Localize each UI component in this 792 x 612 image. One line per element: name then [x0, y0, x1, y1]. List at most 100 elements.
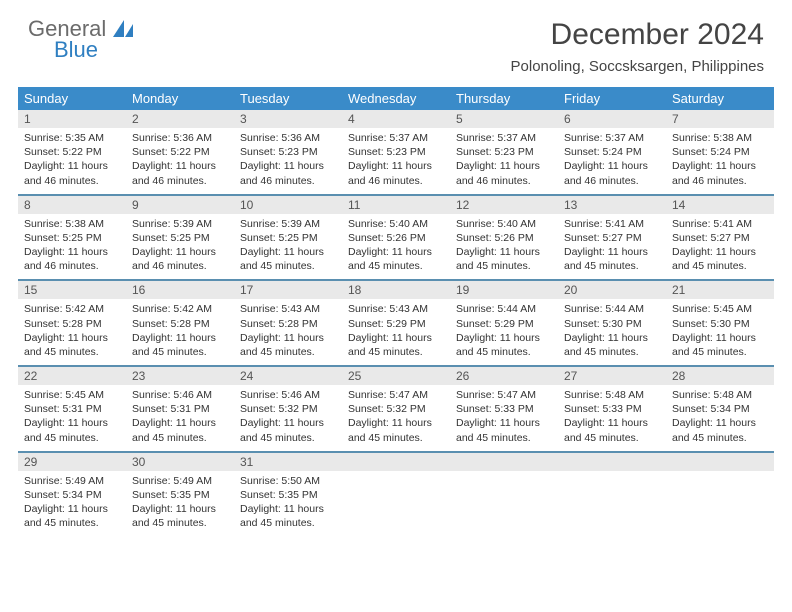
daylight-line: Daylight: 11 hours and 45 minutes.: [456, 245, 552, 273]
sunset-line: Sunset: 5:29 PM: [348, 317, 444, 331]
day-number: 25: [342, 367, 450, 385]
day-number: 15: [18, 281, 126, 299]
day-cell: [342, 471, 450, 537]
sunset-line: Sunset: 5:28 PM: [240, 317, 336, 331]
sunset-line: Sunset: 5:25 PM: [24, 231, 120, 245]
sunrise-line: Sunrise: 5:42 AM: [24, 302, 120, 316]
day-number: [558, 453, 666, 471]
day-number: 8: [18, 196, 126, 214]
sunset-line: Sunset: 5:22 PM: [24, 145, 120, 159]
sunrise-line: Sunrise: 5:46 AM: [132, 388, 228, 402]
day-cell: Sunrise: 5:40 AMSunset: 5:26 PMDaylight:…: [450, 214, 558, 280]
day-cell: Sunrise: 5:46 AMSunset: 5:32 PMDaylight:…: [234, 385, 342, 451]
daynum-row: 22232425262728: [18, 367, 774, 385]
day-cell: Sunrise: 5:39 AMSunset: 5:25 PMDaylight:…: [234, 214, 342, 280]
sunset-line: Sunset: 5:34 PM: [672, 402, 768, 416]
header: General Blue December 2024 Polonoling, S…: [0, 0, 792, 79]
daylight-line: Daylight: 11 hours and 45 minutes.: [132, 502, 228, 530]
day-cell: Sunrise: 5:48 AMSunset: 5:33 PMDaylight:…: [558, 385, 666, 451]
sunrise-line: Sunrise: 5:48 AM: [564, 388, 660, 402]
day-cell: Sunrise: 5:45 AMSunset: 5:31 PMDaylight:…: [18, 385, 126, 451]
weekday-sat: Saturday: [666, 87, 774, 110]
daylight-line: Daylight: 11 hours and 45 minutes.: [672, 416, 768, 444]
day-cell: Sunrise: 5:35 AMSunset: 5:22 PMDaylight:…: [18, 128, 126, 194]
day-cell: Sunrise: 5:38 AMSunset: 5:25 PMDaylight:…: [18, 214, 126, 280]
day-number: 29: [18, 453, 126, 471]
day-cell: Sunrise: 5:48 AMSunset: 5:34 PMDaylight:…: [666, 385, 774, 451]
day-cell: Sunrise: 5:39 AMSunset: 5:25 PMDaylight:…: [126, 214, 234, 280]
day-number: 5: [450, 110, 558, 128]
day-cell: Sunrise: 5:42 AMSunset: 5:28 PMDaylight:…: [18, 299, 126, 365]
sunrise-line: Sunrise: 5:41 AM: [564, 217, 660, 231]
day-number: 16: [126, 281, 234, 299]
day-cell: Sunrise: 5:41 AMSunset: 5:27 PMDaylight:…: [666, 214, 774, 280]
day-number: 17: [234, 281, 342, 299]
day-cell: Sunrise: 5:36 AMSunset: 5:22 PMDaylight:…: [126, 128, 234, 194]
daylight-line: Daylight: 11 hours and 46 minutes.: [456, 159, 552, 187]
sunrise-line: Sunrise: 5:39 AM: [240, 217, 336, 231]
daynum-row: 15161718192021: [18, 281, 774, 299]
week-row: 293031Sunrise: 5:49 AMSunset: 5:34 PMDay…: [18, 451, 774, 537]
day-cell: Sunrise: 5:46 AMSunset: 5:31 PMDaylight:…: [126, 385, 234, 451]
weekday-row: Sunday Monday Tuesday Wednesday Thursday…: [18, 87, 774, 110]
daynum-row: 293031: [18, 453, 774, 471]
day-number: 23: [126, 367, 234, 385]
location: Polonoling, Soccsksargen, Philippines: [511, 58, 764, 75]
day-cell: [666, 471, 774, 537]
daylight-line: Daylight: 11 hours and 46 minutes.: [132, 245, 228, 273]
sunset-line: Sunset: 5:28 PM: [132, 317, 228, 331]
sunset-line: Sunset: 5:24 PM: [672, 145, 768, 159]
sunrise-line: Sunrise: 5:38 AM: [24, 217, 120, 231]
sunrise-line: Sunrise: 5:46 AM: [240, 388, 336, 402]
sunset-line: Sunset: 5:32 PM: [348, 402, 444, 416]
week-row: 15161718192021Sunrise: 5:42 AMSunset: 5:…: [18, 279, 774, 365]
day-cell: Sunrise: 5:41 AMSunset: 5:27 PMDaylight:…: [558, 214, 666, 280]
sunset-line: Sunset: 5:32 PM: [240, 402, 336, 416]
daylight-line: Daylight: 11 hours and 45 minutes.: [240, 502, 336, 530]
day-number: [666, 453, 774, 471]
day-number: 26: [450, 367, 558, 385]
daylight-line: Daylight: 11 hours and 46 minutes.: [24, 245, 120, 273]
logo-sail-icon: [113, 20, 135, 43]
sunset-line: Sunset: 5:25 PM: [240, 231, 336, 245]
daylight-line: Daylight: 11 hours and 45 minutes.: [240, 331, 336, 359]
sunset-line: Sunset: 5:27 PM: [672, 231, 768, 245]
day-number: 12: [450, 196, 558, 214]
sunset-line: Sunset: 5:30 PM: [672, 317, 768, 331]
daylight-line: Daylight: 11 hours and 45 minutes.: [24, 502, 120, 530]
sunset-line: Sunset: 5:23 PM: [456, 145, 552, 159]
day-number: 27: [558, 367, 666, 385]
sunrise-line: Sunrise: 5:48 AM: [672, 388, 768, 402]
sunset-line: Sunset: 5:31 PM: [132, 402, 228, 416]
day-cell: Sunrise: 5:40 AMSunset: 5:26 PMDaylight:…: [342, 214, 450, 280]
sunset-line: Sunset: 5:33 PM: [456, 402, 552, 416]
weekday-fri: Friday: [558, 87, 666, 110]
daylight-line: Daylight: 11 hours and 45 minutes.: [348, 416, 444, 444]
daynum-row: 891011121314: [18, 196, 774, 214]
daylight-line: Daylight: 11 hours and 46 minutes.: [348, 159, 444, 187]
daylight-line: Daylight: 11 hours and 46 minutes.: [564, 159, 660, 187]
sunset-line: Sunset: 5:31 PM: [24, 402, 120, 416]
day-cell: Sunrise: 5:43 AMSunset: 5:29 PMDaylight:…: [342, 299, 450, 365]
daylight-line: Daylight: 11 hours and 45 minutes.: [672, 245, 768, 273]
sunrise-line: Sunrise: 5:35 AM: [24, 131, 120, 145]
sunrise-line: Sunrise: 5:49 AM: [132, 474, 228, 488]
day-cell: Sunrise: 5:47 AMSunset: 5:32 PMDaylight:…: [342, 385, 450, 451]
day-number: 4: [342, 110, 450, 128]
sunset-line: Sunset: 5:33 PM: [564, 402, 660, 416]
sunrise-line: Sunrise: 5:39 AM: [132, 217, 228, 231]
day-number: 22: [18, 367, 126, 385]
day-number: 1: [18, 110, 126, 128]
calendar: Sunday Monday Tuesday Wednesday Thursday…: [18, 87, 774, 536]
sunrise-line: Sunrise: 5:36 AM: [132, 131, 228, 145]
weekday-tue: Tuesday: [234, 87, 342, 110]
day-cell: Sunrise: 5:45 AMSunset: 5:30 PMDaylight:…: [666, 299, 774, 365]
sunset-line: Sunset: 5:35 PM: [240, 488, 336, 502]
day-cell: Sunrise: 5:37 AMSunset: 5:23 PMDaylight:…: [342, 128, 450, 194]
sunset-line: Sunset: 5:22 PM: [132, 145, 228, 159]
weekday-mon: Monday: [126, 87, 234, 110]
daylight-line: Daylight: 11 hours and 45 minutes.: [132, 416, 228, 444]
sunrise-line: Sunrise: 5:42 AM: [132, 302, 228, 316]
day-number: 28: [666, 367, 774, 385]
day-number: 7: [666, 110, 774, 128]
